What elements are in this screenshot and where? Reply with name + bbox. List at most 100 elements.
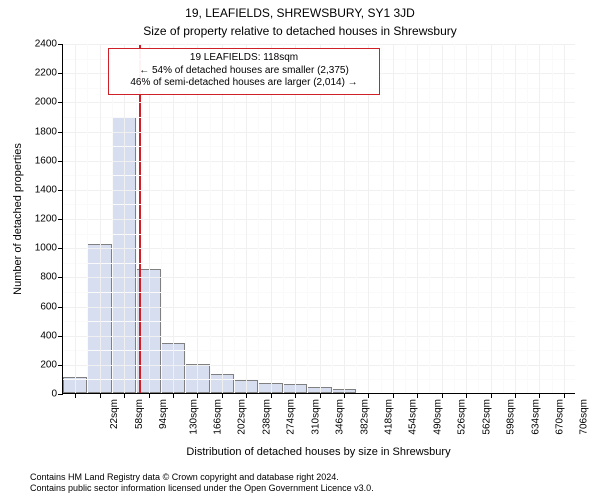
super-title: 19, LEAFIELDS, SHREWSBURY, SY1 3JD [0,6,600,20]
minor-grid-line-vertical [503,44,504,393]
x-tick-label: 130sqm [188,399,199,435]
x-tick-mark [393,393,394,398]
caption: Contains HM Land Registry data © Crown c… [30,472,600,495]
x-tick-label: 526sqm [457,399,468,435]
y-tick-label: 1200 [35,214,63,225]
y-tick-label: 2400 [35,39,63,50]
x-tick-label: 634sqm [530,399,541,435]
y-tick-label: 1600 [35,155,63,166]
y-tick-label: 800 [40,272,63,283]
grid-line-vertical [197,44,198,393]
grid-line-vertical [491,44,492,393]
annotation-box: 19 LEAFIELDS: 118sqm← 54% of detached ho… [108,48,380,95]
minor-grid-line-vertical [136,44,137,393]
x-tick-mark [515,393,516,398]
x-tick-mark [197,393,198,398]
grid-line-vertical [515,44,516,393]
y-tick-label: 2000 [35,97,63,108]
x-tick-label: 22sqm [109,399,120,429]
x-tick-label: 490sqm [432,399,443,435]
x-tick-label: 274sqm [286,399,297,435]
y-tick-label: 600 [40,301,63,312]
caption-line: Contains HM Land Registry data © Crown c… [30,472,600,483]
x-tick-mark [491,393,492,398]
grid-line-vertical [344,44,345,393]
minor-grid-line-vertical [234,44,235,393]
y-tick-label: 200 [40,359,63,370]
grid-line-vertical [564,44,565,393]
x-tick-label: 346sqm [335,399,346,435]
x-tick-mark [417,393,418,398]
grid-line-vertical [149,44,150,393]
y-tick-label: 1000 [35,243,63,254]
grid-line-vertical [173,44,174,393]
minor-grid-line-vertical [161,44,162,393]
x-tick-mark [75,393,76,398]
minor-grid-line-vertical [356,44,357,393]
axes-title: Size of property relative to detached ho… [0,24,600,38]
x-tick-mark [271,393,272,398]
minor-grid-line-vertical [87,44,88,393]
grid-line-vertical [320,44,321,393]
minor-grid-line-vertical [283,44,284,393]
x-tick-mark [466,393,467,398]
minor-grid-line-vertical [210,44,211,393]
minor-grid-line-vertical [258,44,259,393]
grid-line-vertical [100,44,101,393]
x-tick-label: 418sqm [384,399,395,435]
annotation-line: 19 LEAFIELDS: 118sqm [117,52,371,65]
x-tick-label: 382sqm [359,399,370,435]
x-tick-label: 454sqm [408,399,419,435]
x-tick-mark [295,393,296,398]
y-tick-label: 0 [51,389,63,400]
minor-grid-line-vertical [332,44,333,393]
annotation-line: ← 54% of detached houses are smaller (2,… [117,65,371,78]
grid-line-vertical [271,44,272,393]
grid-line-vertical [368,44,369,393]
y-tick-label: 1800 [35,126,63,137]
minor-grid-line-vertical [552,44,553,393]
x-tick-mark [368,393,369,398]
caption-line: Contains public sector information licen… [30,483,600,494]
y-axis-label: Number of detached properties [12,143,24,295]
minor-grid-line-vertical [307,44,308,393]
grid-line-vertical [75,44,76,393]
x-tick-mark [442,393,443,398]
x-tick-label: 58sqm [134,399,145,429]
x-tick-mark [100,393,101,398]
x-tick-mark [149,393,150,398]
grid-line-vertical [124,44,125,393]
grid-line-vertical [417,44,418,393]
grid-line-vertical [246,44,247,393]
x-axis-label: Distribution of detached houses by size … [186,446,450,458]
minor-grid-line-vertical [527,44,528,393]
y-tick-label: 2200 [35,68,63,79]
grid-line-vertical [222,44,223,393]
y-tick-label: 1400 [35,184,63,195]
x-tick-label: 310sqm [310,399,321,435]
grid-line-vertical [393,44,394,393]
x-tick-label: 670sqm [555,399,566,435]
figure: 19, LEAFIELDS, SHREWSBURY, SY1 3JD Size … [0,0,600,500]
x-tick-mark [564,393,565,398]
grid-line-vertical [466,44,467,393]
x-tick-label: 202sqm [237,399,248,435]
x-tick-mark [124,393,125,398]
grid-line-vertical [295,44,296,393]
x-tick-mark [246,393,247,398]
x-tick-mark [344,393,345,398]
minor-grid-line-vertical [381,44,382,393]
x-tick-label: 94sqm [158,399,169,429]
minor-grid-line-vertical [112,44,113,393]
x-tick-mark [539,393,540,398]
y-tick-label: 400 [40,330,63,341]
minor-grid-line-vertical [405,44,406,393]
histogram-axes: 0200400600800100012001400160018002000220… [62,44,575,394]
x-tick-mark [222,393,223,398]
grid-line-vertical [539,44,540,393]
x-tick-label: 562sqm [481,399,492,435]
x-tick-label: 166sqm [213,399,224,435]
minor-grid-line-vertical [454,44,455,393]
x-tick-label: 706sqm [579,399,590,435]
x-tick-label: 238sqm [261,399,272,435]
